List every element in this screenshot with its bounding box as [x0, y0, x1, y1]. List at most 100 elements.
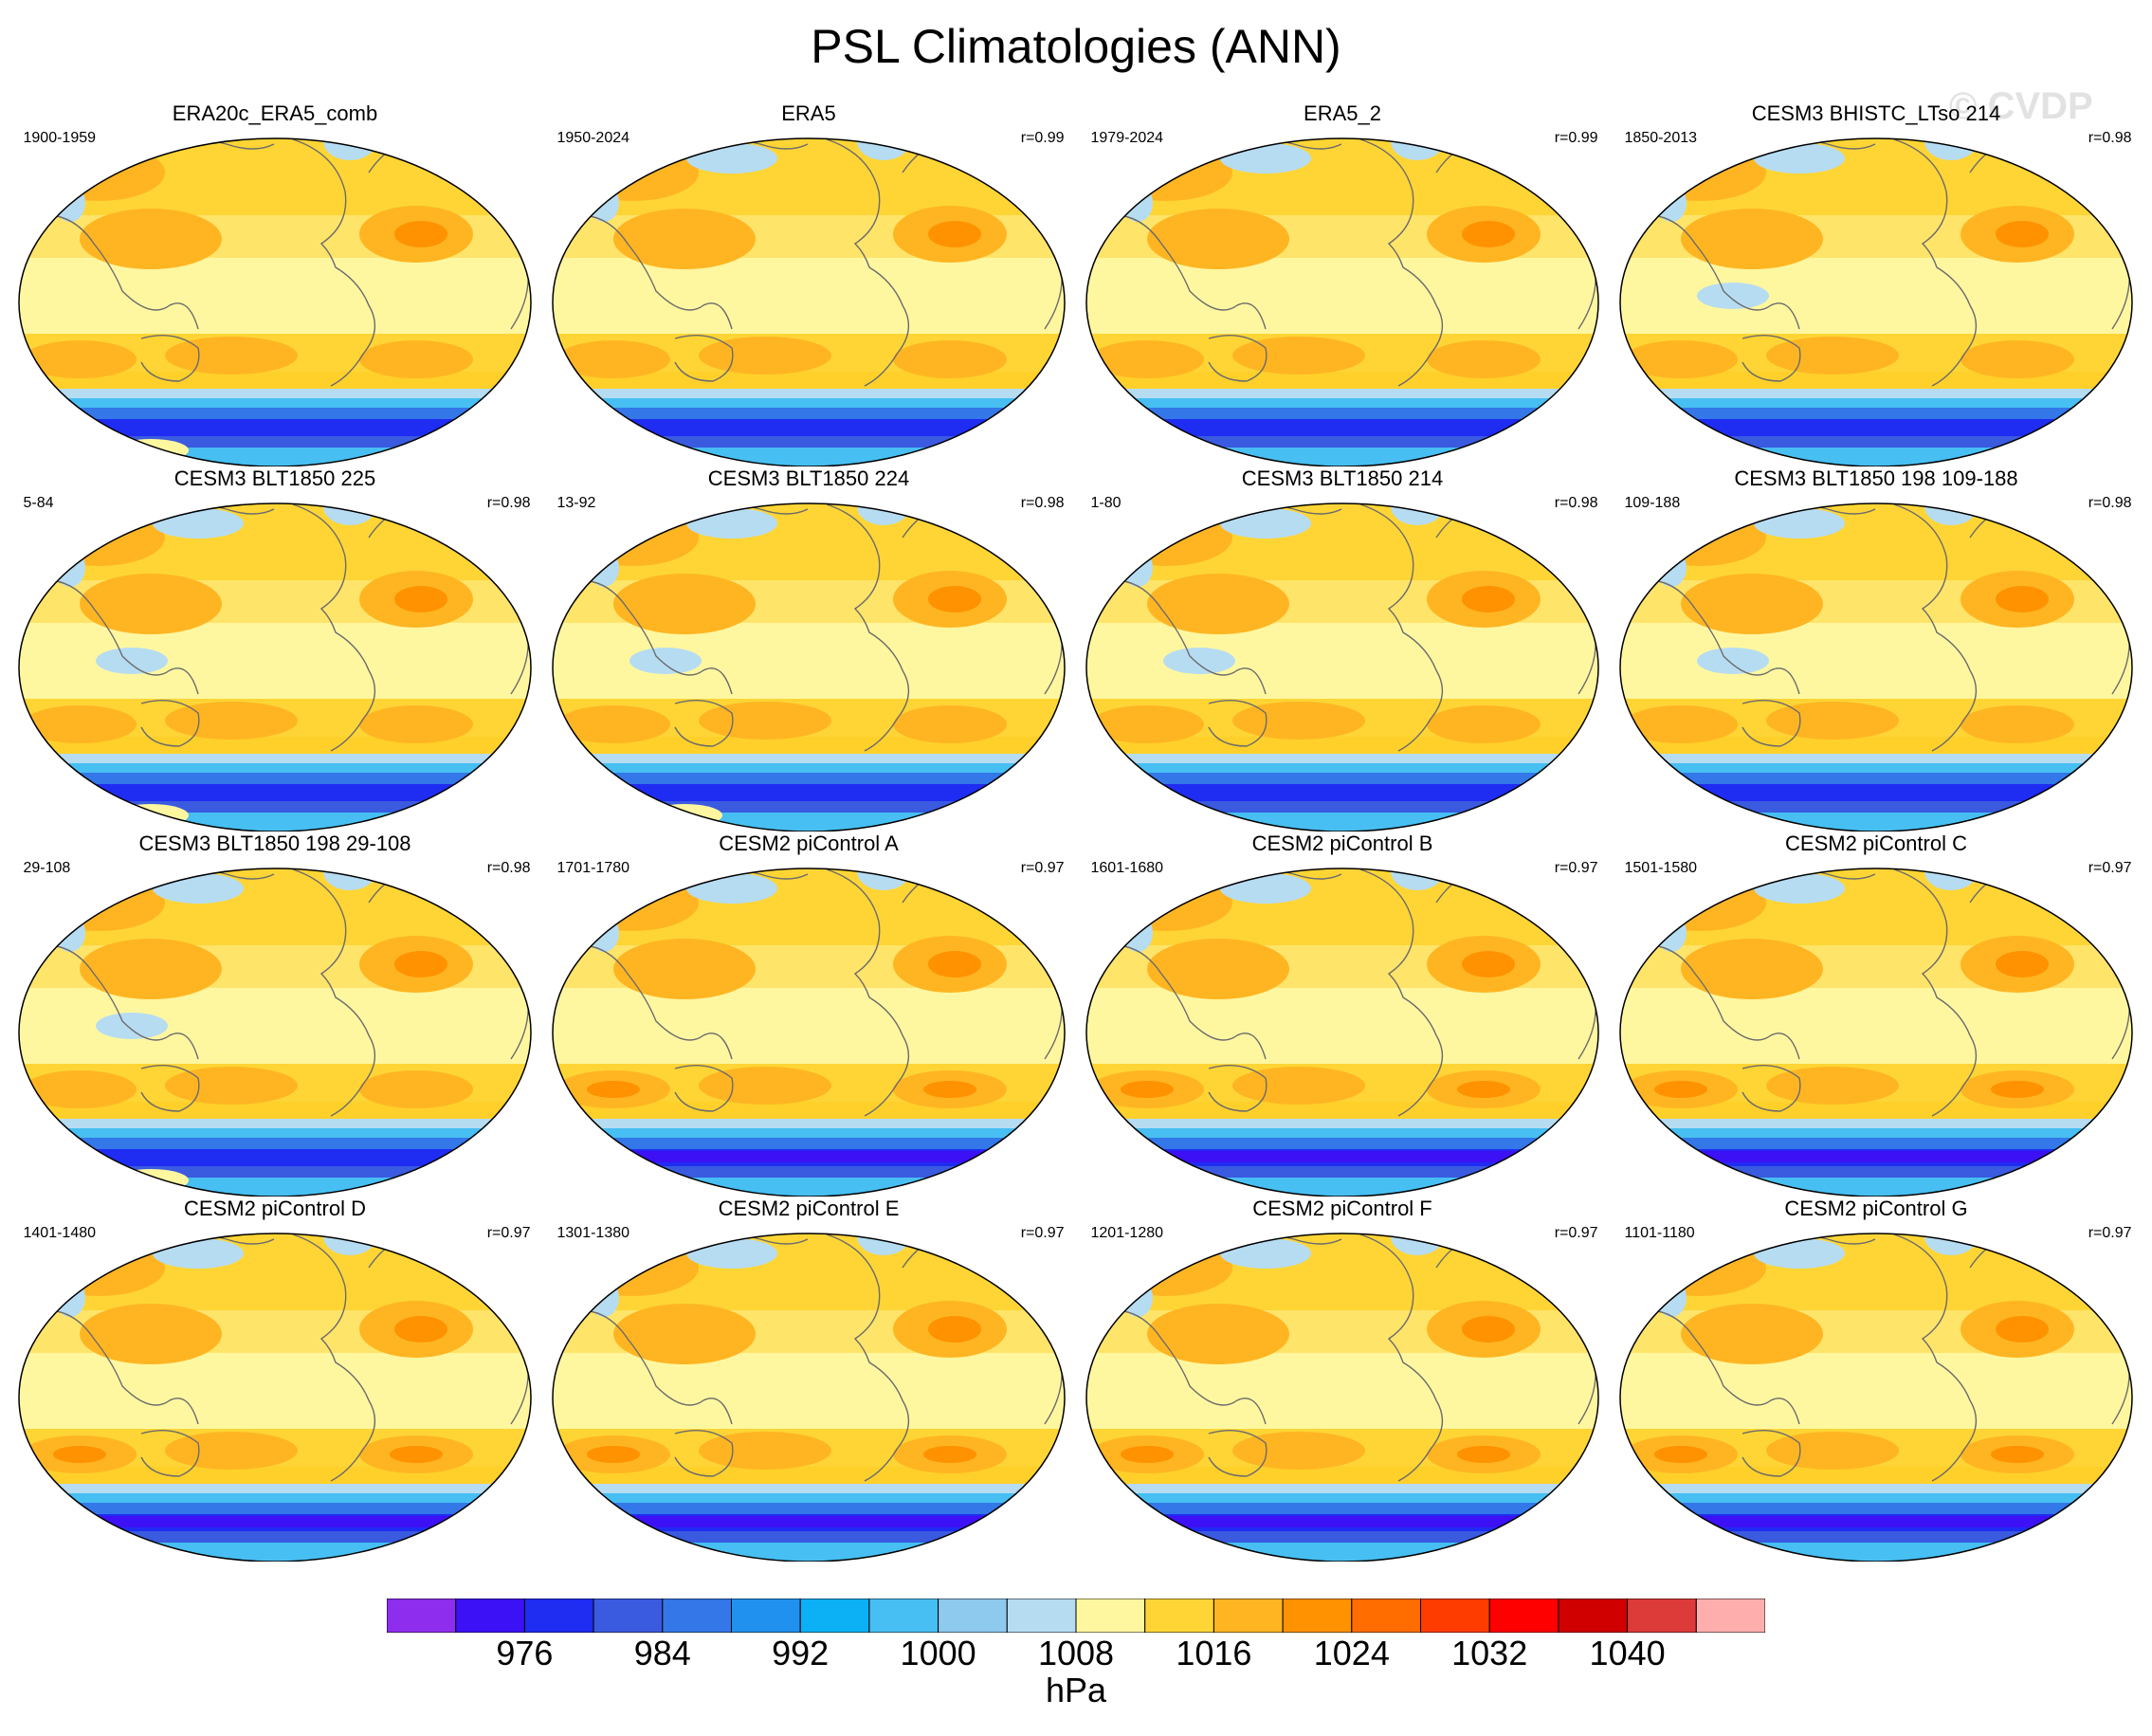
map-panel: CESM2 piControl E 1301-1380 r=0.97: [542, 1197, 1076, 1562]
panel-title: CESM2 piControl C: [1785, 831, 1967, 855]
panel-pattern-correlation: r=0.98: [2088, 130, 2132, 146]
colorbar-swatch: [1075, 1599, 1146, 1633]
panel-period: 5-84: [23, 495, 54, 511]
panel-pattern-correlation: r=0.99: [1020, 130, 1065, 146]
panel-period: 1-80: [1090, 495, 1122, 511]
panel-period: 1900-1959: [23, 130, 97, 146]
panel-title: CESM3 BHISTC_LTso 214: [1751, 101, 2001, 125]
panel-period: 1501-1580: [1624, 860, 1698, 876]
colorbar: [387, 1599, 1765, 1633]
colorbar-tick-label: 1032: [1451, 1634, 1528, 1672]
panel-title: CESM2 piControl G: [1784, 1197, 1968, 1220]
psl-map: [1085, 868, 1599, 1197]
psl-map: [17, 1233, 532, 1562]
map-panel: CESM3 BLT1850 225 5-84 r=0.98: [9, 466, 542, 831]
panel-title: ERA5: [781, 101, 836, 125]
panel-period: 1301-1380: [556, 1225, 630, 1241]
map-panel: ERA5_2 1979-2024 r=0.99: [1076, 101, 1610, 466]
colorbar-swatch: [387, 1599, 457, 1633]
panel-title: CESM3 BLT1850 224: [707, 466, 910, 490]
panel-title: ERA5_2: [1304, 101, 1381, 125]
map-panel: CESM2 piControl B 1601-1680 r=0.97: [1076, 831, 1610, 1197]
colorbar-swatch: [938, 1599, 1008, 1633]
panel-pattern-correlation: r=0.97: [2088, 1225, 2132, 1241]
panel-pattern-correlation: r=0.97: [1554, 1225, 1598, 1241]
panel-title: CESM3 BLT1850 198 109-188: [1734, 466, 2018, 490]
psl-map: [551, 137, 1066, 466]
colorbar-tick-label: 1008: [1037, 1634, 1115, 1672]
colorbar-tick-label: 1040: [1589, 1634, 1666, 1672]
page-title: PSL Climatologies (ANN): [811, 20, 1341, 73]
panel-pattern-correlation: r=0.97: [1554, 860, 1598, 876]
panel-title: CESM2 piControl F: [1252, 1197, 1432, 1220]
psl-map: [17, 868, 532, 1197]
panel-title: CESM2 piControl E: [718, 1197, 900, 1220]
panel-period: 1601-1680: [1090, 860, 1164, 876]
panel-pattern-correlation: r=0.98: [1554, 495, 1598, 511]
panel-period: 1701-1780: [556, 860, 630, 876]
colorbar-units: hPa: [1045, 1671, 1107, 1709]
map-panel: CESM3 BLT1850 198 109-188 109-188 r=0.98: [1610, 466, 2143, 831]
colorbar-swatch: [1558, 1599, 1629, 1633]
colorbar-swatch: [523, 1599, 594, 1633]
psl-map: [1085, 137, 1599, 466]
map-panel: CESM3 BHISTC_LTso 214 1850-2013 r=0.98: [1610, 101, 2143, 466]
colorbar-tick-label: 976: [496, 1634, 554, 1672]
psl-map: [1085, 1233, 1599, 1562]
colorbar-tick-label: 1000: [900, 1634, 976, 1672]
map-panel: ERA5 1950-2024 r=0.99: [542, 101, 1076, 466]
panel-period: 1101-1180: [1624, 1225, 1695, 1241]
psl-map: [551, 868, 1066, 1197]
panel-title: CESM3 BLT1850 214: [1241, 466, 1444, 490]
colorbar-swatch: [799, 1599, 870, 1633]
psl-map: [1618, 503, 2133, 831]
colorbar-swatch: [455, 1599, 525, 1633]
panel-pattern-correlation: r=0.98: [2088, 495, 2132, 511]
map-panel: CESM3 BLT1850 214 1-80 r=0.98: [1076, 466, 1610, 831]
colorbar-tick-label: 1016: [1176, 1634, 1252, 1672]
map-panel: CESM3 BLT1850 224 13-92 r=0.98: [542, 466, 1076, 831]
colorbar-swatch: [1488, 1599, 1559, 1633]
map-panel: CESM2 piControl D 1401-1480 r=0.97: [9, 1197, 542, 1562]
panel-pattern-correlation: r=0.99: [1554, 130, 1598, 146]
panel-period: 1201-1280: [1090, 1225, 1164, 1241]
panel-period: 1979-2024: [1090, 130, 1164, 146]
map-panel: CESM3 BLT1850 198 29-108 29-108 r=0.98: [9, 831, 542, 1197]
colorbar-tick-label: 1024: [1313, 1634, 1390, 1672]
psl-map: [1618, 868, 2133, 1197]
psl-map: [551, 503, 1066, 831]
colorbar-swatch: [1627, 1599, 1697, 1633]
panel-period: 13-92: [556, 495, 596, 511]
panel-pattern-correlation: r=0.97: [1020, 860, 1065, 876]
panel-pattern-correlation: r=0.98: [1020, 495, 1065, 511]
panel-pattern-correlation: r=0.97: [1020, 1225, 1065, 1241]
colorbar-swatch: [1695, 1599, 1765, 1633]
psl-map: [1618, 137, 2133, 466]
colorbar-tick-label: 984: [633, 1634, 691, 1672]
panel-pattern-correlation: r=0.97: [486, 1225, 531, 1241]
panel-period: 109-188: [1624, 495, 1681, 511]
panel-period: 1950-2024: [556, 130, 630, 146]
map-panel: ERA20c_ERA5_comb 1900-1959: [9, 101, 542, 466]
panel-pattern-correlation: r=0.97: [2088, 860, 2132, 876]
colorbar-swatch: [1282, 1599, 1353, 1633]
panel-title: CESM2 piControl A: [719, 831, 899, 855]
panel-period: 1401-1480: [23, 1225, 97, 1241]
panel-title: CESM3 BLT1850 225: [173, 466, 376, 490]
map-panel-grid: ERA20c_ERA5_comb 1900-1959 ERA5 1950-2024 r=…: [9, 101, 2143, 1562]
map-panel: CESM2 piControl C 1501-1580 r=0.97: [1610, 831, 2143, 1197]
watermark: © CVDP: [1949, 85, 2093, 127]
colorbar-swatch: [1351, 1599, 1421, 1633]
panel-period: 1850-2013: [1624, 130, 1698, 146]
panel-title: CESM3 BLT1850 198 29-108: [138, 831, 411, 855]
panel-period: 29-108: [23, 860, 71, 876]
map-panel: CESM2 piControl F 1201-1280 r=0.97: [1076, 1197, 1610, 1562]
panel-pattern-correlation: r=0.98: [486, 860, 531, 876]
psl-map: [1085, 503, 1599, 831]
colorbar-swatch: [731, 1599, 801, 1633]
psl-map: [17, 137, 532, 466]
panel-pattern-correlation: r=0.98: [486, 495, 531, 511]
psl-map: [551, 1233, 1066, 1562]
map-panel: CESM2 piControl G 1101-1180 r=0.97: [1610, 1197, 2143, 1562]
map-panel: CESM2 piControl A 1701-1780 r=0.97: [542, 831, 1076, 1197]
